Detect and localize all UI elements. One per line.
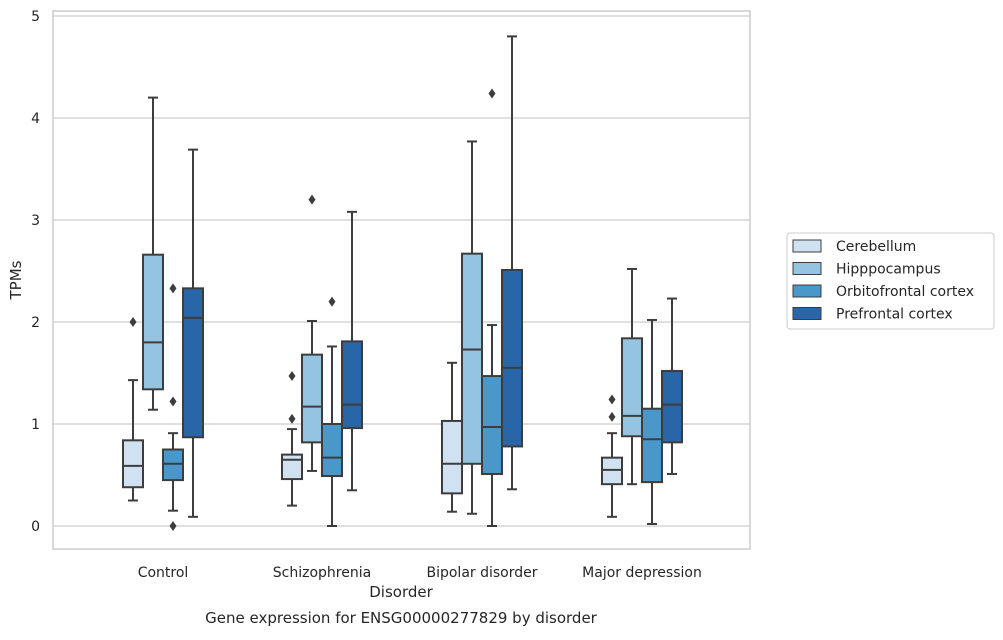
y-tick-labels: 0 1 2 3 4 5: [31, 9, 40, 535]
legend-frame: [786, 232, 995, 330]
outlier-point: [328, 296, 336, 307]
outlier-point: [488, 88, 496, 99]
box-group: [301, 194, 323, 472]
box-group: [321, 296, 343, 527]
box-group: [281, 371, 303, 507]
legend-swatch: [792, 307, 822, 320]
box: [461, 252, 483, 465]
grid-layer: [53, 15, 750, 527]
x-axis-title: Disorder: [369, 583, 433, 601]
legend-label: Prefrontal cortex: [836, 307, 953, 323]
box-group: [621, 267, 643, 486]
outlier-point: [288, 371, 296, 382]
box: [162, 448, 184, 482]
box: [321, 423, 343, 478]
outlier-point: [129, 317, 137, 327]
box: [122, 439, 144, 489]
box-group: [461, 140, 483, 515]
box-group: [341, 210, 363, 492]
x-tick-labels: Control Schizophrenia Bipolar disorder Majo…: [138, 565, 702, 581]
box: [142, 253, 164, 391]
box: [441, 419, 463, 495]
chart-caption: Gene expression for ENSG00000277829 by d…: [205, 609, 598, 627]
box-group: [122, 317, 144, 502]
box: [601, 456, 623, 486]
box: [621, 337, 643, 438]
box-group: [162, 283, 184, 531]
y-axis-title: TPMs: [7, 260, 25, 300]
legend-items: Cerebellum Hipppocampus Orbitofrontal cort…: [792, 239, 974, 323]
legend-swatch: [792, 284, 822, 298]
box: [481, 375, 503, 475]
box-group: [182, 148, 204, 518]
y-tick-label: 1: [31, 417, 40, 433]
outlier-point: [608, 411, 616, 422]
box-group: [441, 361, 463, 513]
y-tick-label: 2: [31, 315, 40, 331]
box: [641, 407, 663, 484]
box: [341, 340, 363, 430]
box: [661, 369, 683, 444]
box-group: [601, 394, 623, 518]
legend-label: Hipppocampus: [836, 262, 941, 278]
legend-label: Cerebellum: [836, 239, 916, 255]
x-tick-label: Schizophrenia: [273, 565, 371, 581]
legend: Cerebellum Hipppocampus Orbitofrontal cort…: [786, 232, 995, 330]
box: [281, 453, 303, 481]
outlier-point: [169, 283, 177, 294]
box-group: [142, 96, 164, 411]
outlier-point: [169, 396, 177, 407]
x-tick-label: Bipolar disorder: [426, 565, 537, 581]
outlier-point: [288, 413, 296, 424]
box-layer: [122, 35, 683, 531]
box-group: [481, 88, 503, 527]
outlier-point: [308, 194, 316, 205]
legend-swatch: [792, 262, 822, 275]
box: [182, 287, 204, 439]
box: [301, 353, 323, 444]
box-group: [501, 35, 523, 491]
plot-frame: [52, 10, 751, 550]
legend-swatch: [792, 239, 822, 253]
y-tick-label: 4: [31, 111, 40, 127]
y-tick-label: 3: [31, 213, 40, 229]
y-tick-label: 5: [31, 9, 40, 25]
y-tick-label: 0: [31, 519, 40, 535]
legend-label: Orbitofrontal cortex: [836, 284, 974, 300]
x-tick-label: Major depression: [582, 565, 702, 581]
box: [501, 268, 523, 448]
outlier-point: [169, 521, 177, 531]
box-group: [661, 297, 683, 475]
x-tick-label: Control: [138, 565, 189, 581]
box-group: [641, 318, 663, 525]
outlier-point: [608, 394, 616, 405]
